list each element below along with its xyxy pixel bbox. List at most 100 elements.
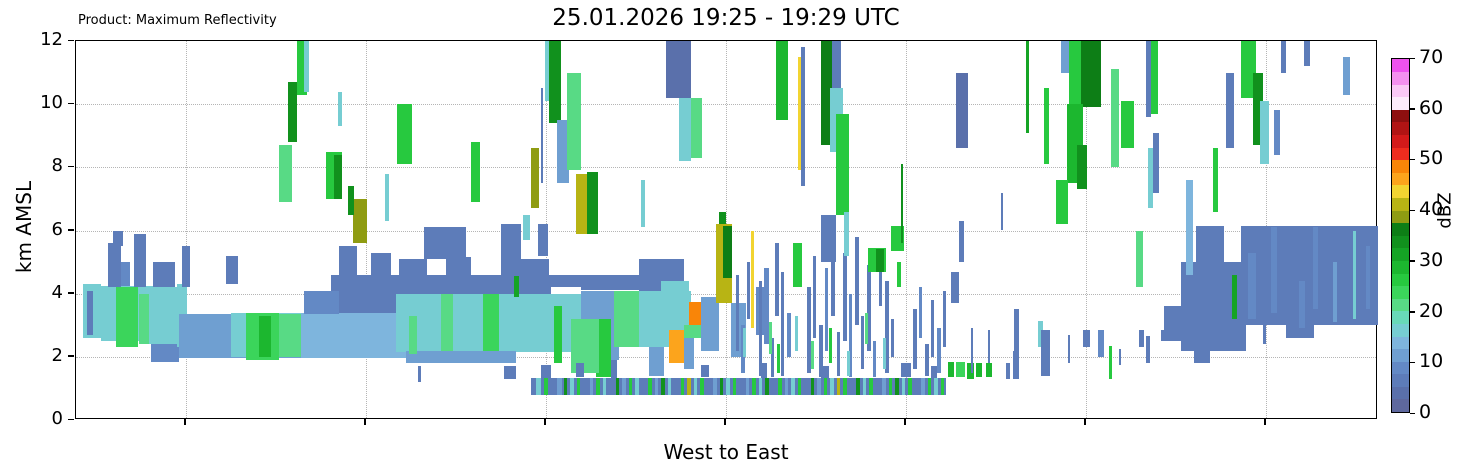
plot-area [75,40,1378,419]
reflectivity-cell [642,378,645,396]
reflectivity-cell [549,41,561,124]
reflectivity-cell [913,309,917,370]
reflectivity-cell [557,378,562,396]
colorbar-tick-label: 70 [1419,46,1444,68]
y-tick-label: 0 [51,408,63,429]
reflectivity-cell [590,378,593,396]
reflectivity-cell [689,301,704,326]
y-tick-mark [68,102,74,105]
colorbar-segment [1392,235,1409,249]
reflectivity-cell [720,378,723,396]
reflectivity-cell [108,243,121,288]
reflectivity-cell [787,312,791,357]
reflectivity-cell [811,341,814,370]
reflectivity-cell [551,378,554,396]
reflectivity-cell [674,378,678,396]
colorbar-segment [1392,84,1409,98]
reflectivity-cell [541,364,551,379]
colorbar-tick-label: 50 [1419,147,1444,170]
reflectivity-cell [501,258,549,277]
reflectivity-cell [843,252,847,342]
reflectivity-cell [1109,345,1112,379]
reflectivity-cell [746,378,749,396]
reflectivity-cell [576,363,584,378]
colorbar-segment [1392,285,1409,299]
reflectivity-cell [1299,281,1305,329]
colorbar-segment [1392,310,1409,324]
reflectivity-cell [967,363,974,379]
reflectivity-cell [959,221,964,263]
reflectivity-cell [713,378,717,396]
y-tick-label: 8 [51,155,63,177]
reflectivity-cell [134,233,146,288]
reflectivity-cell [1061,41,1071,73]
x-tick-mark [364,419,366,425]
reflectivity-cell [301,312,406,359]
reflectivity-cell [557,119,569,184]
colorbar-tick-mark [1410,260,1415,262]
reflectivity-cell [736,274,739,351]
reflectivity-cell [1260,101,1269,165]
reflectivity-cell [1343,56,1350,95]
colorbar-segment [1392,222,1409,236]
colorbar-tick-label: 40 [1419,198,1444,221]
reflectivity-cell [956,361,965,378]
reflectivity-cell [785,378,788,396]
reflectivity-cell [541,88,543,184]
reflectivity-cell [397,104,412,165]
reflectivity-cell [1121,101,1134,149]
reflectivity-cell [901,164,903,244]
colorbar-tick-mark [1410,158,1415,161]
reflectivity-cell [1044,88,1049,165]
reflectivity-cell [564,378,567,396]
reflectivity-cell [514,265,519,297]
reflectivity-cell [769,322,772,354]
reflectivity-cell [409,315,417,354]
colorbar-tick-mark [1410,412,1415,414]
reflectivity-cell [297,41,307,95]
reflectivity-cell [831,233,835,316]
reflectivity-cell [821,41,832,146]
reflectivity-cell [1213,325,1243,351]
reflectivity-cell [1077,145,1087,190]
reflectivity-cell [1274,110,1280,155]
reflectivity-cell [855,236,859,326]
reflectivity-cell [844,211,849,256]
reflectivity-cell [876,249,884,272]
reflectivity-cell [669,329,684,364]
reflectivity-cell [836,113,849,215]
reflectivity-cell [883,337,886,370]
product-label: Product: Maximum Reflectivity [78,13,277,28]
reflectivity-cell [424,227,466,259]
reflectivity-cell [1366,246,1370,310]
colorbar-tick-label: 20 [1419,299,1444,322]
reflectivity-cell [536,378,541,396]
reflectivity-cell [976,363,982,378]
reflectivity-cell [759,378,762,396]
y-tick-label: 6 [51,218,63,240]
reflectivity-cell [832,41,841,89]
reflectivity-cell [701,364,709,378]
x-tick-mark [904,419,906,425]
reflectivity-cell [739,378,743,396]
reflectivity-cell [1253,72,1263,146]
reflectivity-cell [648,378,652,396]
reflectivity-cell [804,378,808,396]
reflectivity-cell [856,378,860,396]
reflectivity-cell [1286,323,1314,338]
reflectivity-cell [795,315,798,351]
y-tick-mark [68,292,74,294]
reflectivity-cell [776,41,788,120]
reflectivity-cell [1068,334,1070,364]
gridline-vertical [186,41,188,418]
reflectivity-cell [583,378,587,396]
colorbar-tick-mark [1410,57,1415,59]
reflectivity-cell [151,344,179,362]
reflectivity-cell [811,378,814,396]
reflectivity-cell [616,378,619,396]
y-tick-mark [68,39,74,41]
colorbar-segment [1392,273,1409,287]
reflectivity-cell [723,225,732,278]
reflectivity-cell [867,265,871,351]
reflectivity-cell [1136,230,1143,288]
